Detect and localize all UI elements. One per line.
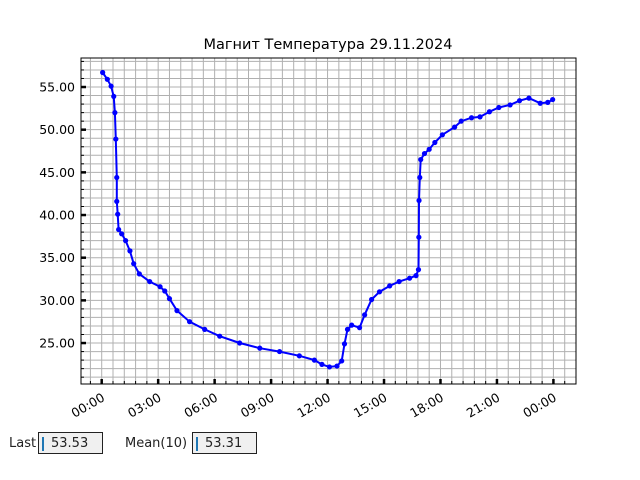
data-point [486, 109, 493, 115]
data-point [369, 296, 375, 303]
x-tick-label: 00:00 [68, 390, 107, 421]
last-value: 53.53 [51, 436, 89, 451]
data-point [136, 271, 142, 277]
data-point [344, 326, 351, 332]
data-point [100, 69, 106, 76]
x-tick-label: 06:00 [181, 390, 220, 421]
text-cursor [196, 437, 198, 451]
data-point [276, 348, 283, 355]
data-point [339, 358, 345, 364]
y-tick-label: 45.00 [39, 165, 75, 180]
data-point [113, 136, 119, 142]
x-tick-label: 18:00 [407, 390, 446, 421]
data-point [415, 267, 422, 273]
mean-value-field[interactable]: 53.31 [192, 432, 257, 454]
y-tick-label: 50.00 [39, 122, 75, 137]
data-point [458, 118, 464, 124]
series-line [101, 71, 554, 368]
data-point [166, 296, 173, 302]
data-point [439, 132, 445, 138]
data-point [116, 226, 122, 233]
data-point [432, 139, 438, 146]
y-tick-label: 30.00 [39, 293, 75, 308]
x-tick-label: 21:00 [464, 390, 503, 421]
data-point [421, 150, 428, 157]
data-point [356, 325, 363, 331]
data-point [127, 248, 133, 254]
mean-label: Mean(10) [125, 436, 188, 451]
data-point [131, 261, 137, 267]
data-point [162, 288, 168, 294]
data-point [111, 93, 117, 100]
data-point [114, 198, 120, 204]
data-point [108, 83, 114, 89]
data-point [468, 115, 475, 121]
text-cursor [42, 437, 44, 451]
data-point [526, 95, 532, 101]
data-point [319, 361, 325, 367]
data-point [376, 289, 383, 295]
y-tick-label: 40.00 [39, 208, 75, 223]
data-point [417, 174, 423, 181]
data-point [496, 104, 502, 111]
data-point [123, 238, 129, 244]
data-point [387, 283, 393, 289]
data-point [147, 278, 153, 285]
data-point [296, 353, 302, 359]
x-tick-label: 00:00 [520, 390, 559, 421]
x-tick-label: 12:00 [294, 390, 333, 421]
data-point [545, 99, 551, 105]
mean-value: 53.31 [205, 436, 243, 451]
data-point [217, 333, 223, 339]
chart-title: Магнит Температура 29.11.2024 [204, 37, 453, 53]
data-point [112, 110, 118, 116]
data-point [452, 124, 458, 130]
y-tick-label: 25.00 [39, 336, 75, 351]
data-point [311, 357, 317, 363]
data-point [104, 76, 110, 82]
last-label: Last [9, 436, 37, 451]
data-point [426, 146, 432, 152]
data-point [507, 102, 513, 108]
data-point [114, 174, 120, 181]
last-value-field[interactable]: 53.53 [38, 432, 103, 454]
x-tick-label: 09:00 [238, 390, 277, 421]
grid [81, 58, 576, 384]
data-point [115, 211, 121, 217]
series-temperature [100, 69, 556, 370]
y-tick-label: 55.00 [39, 80, 75, 95]
data-point [362, 312, 368, 318]
data-point [396, 278, 402, 285]
data-point [237, 340, 243, 346]
y-tick-label: 35.00 [39, 250, 75, 265]
data-point [516, 98, 523, 104]
data-point [119, 231, 125, 237]
data-point [257, 345, 263, 351]
data-point [326, 364, 333, 370]
data-point [174, 308, 180, 314]
data-point [418, 156, 424, 163]
data-point [407, 275, 413, 281]
data-point [341, 341, 348, 347]
data-point [186, 319, 193, 325]
data-point [157, 284, 163, 290]
data-point [416, 234, 422, 240]
data-point [537, 100, 543, 106]
data-point [413, 273, 419, 279]
data-point [477, 114, 483, 120]
data-point [202, 326, 208, 332]
data-point [416, 197, 422, 204]
x-tick-label: 03:00 [125, 390, 164, 421]
data-point [550, 96, 556, 103]
x-tick-label: 15:00 [351, 390, 390, 421]
data-point [349, 322, 355, 328]
data-point [334, 363, 340, 369]
